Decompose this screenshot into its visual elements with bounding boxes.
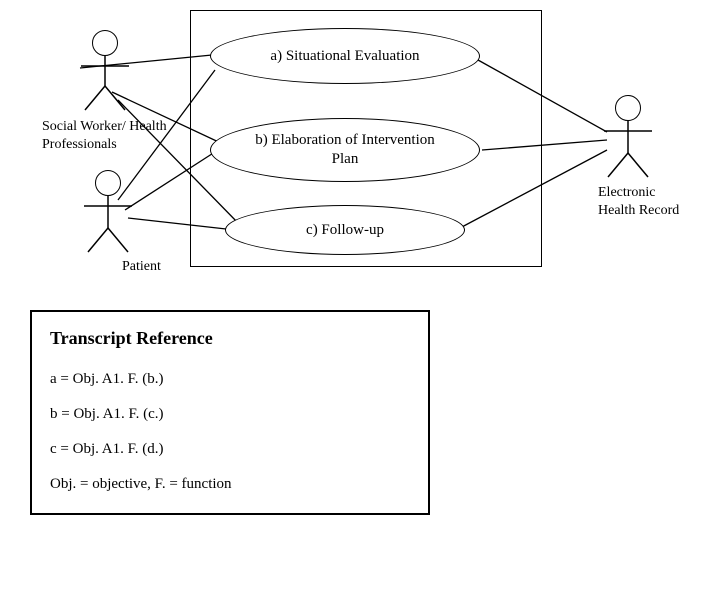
usecase-label: b) Elaboration of Intervention Plan (241, 131, 449, 169)
transcript-reference-box: Transcript Reference a = Obj. A1. F. (b.… (30, 310, 430, 515)
usecase-elaboration-plan: b) Elaboration of Intervention Plan (210, 118, 480, 182)
actor-social-worker (75, 30, 135, 114)
transcript-reference-title: Transcript Reference (50, 328, 410, 349)
usecase-situational-evaluation: a) Situational Evaluation (210, 28, 480, 84)
ref-line: c = Obj. A1. F. (d.) (50, 441, 410, 458)
actor-patient-label: Patient (122, 258, 161, 276)
usecase-label: a) Situational Evaluation (270, 47, 419, 66)
actor-ehr-label: Electronic Health Record (598, 184, 698, 219)
ref-line: a = Obj. A1. F. (b.) (50, 371, 410, 388)
actor-ehr (598, 95, 658, 181)
actor-body-icon (78, 194, 138, 256)
actor-head-icon (95, 170, 121, 196)
ref-footnote: Obj. = objective, F. = function (50, 476, 410, 493)
actor-head-icon (615, 95, 641, 121)
usecase-label: c) Follow-up (306, 221, 384, 240)
actor-patient (78, 170, 138, 256)
actor-head-icon (92, 30, 118, 56)
actor-social-worker-label: Social Worker/ Health Professionals (42, 118, 192, 153)
usecase-follow-up: c) Follow-up (225, 205, 465, 255)
ref-line: b = Obj. A1. F. (c.) (50, 406, 410, 423)
actor-body-icon (75, 54, 135, 114)
actor-body-icon (598, 119, 658, 181)
